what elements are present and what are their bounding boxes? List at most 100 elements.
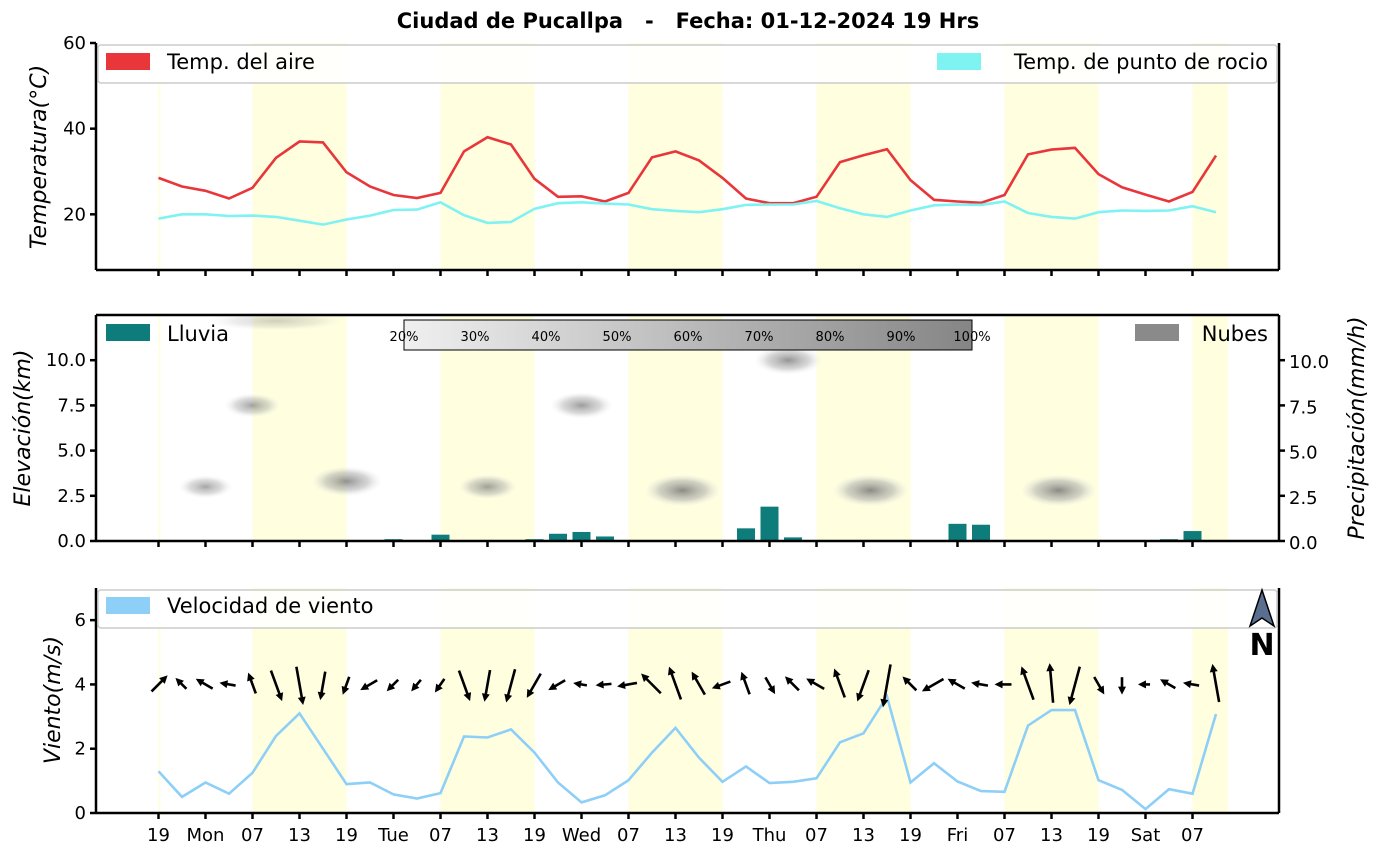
legend-swatch-rain [106, 324, 150, 341]
colorbar-label: 50% [603, 330, 632, 345]
y-tick-label-right: 0.0 [1289, 533, 1318, 554]
rain-bar [431, 534, 450, 541]
y-axis-label-wind: Viento(m/s) [41, 636, 66, 764]
daylight-band [1004, 315, 1099, 541]
series-lines [157, 135, 1218, 811]
wind-arrow-head [504, 693, 513, 703]
legend-swatch-wind [106, 597, 150, 614]
wind-arrow-head [691, 671, 700, 681]
legend-label-wind: Velocidad de viento [167, 594, 373, 618]
wind-arrow-shaft [1211, 666, 1221, 703]
cloud-patch [224, 393, 281, 418]
x-tick-label: 19 [899, 825, 922, 846]
wind-arrow-shaft [1021, 668, 1035, 701]
wind-arrow-head [740, 671, 748, 681]
wind-arrow-head [806, 678, 816, 686]
legend-box [97, 589, 1278, 629]
wind-arrow-head [386, 682, 396, 692]
x-tick-label: 19 [147, 825, 170, 846]
colorbar-label: 30% [461, 330, 490, 345]
rain-bar [596, 536, 614, 541]
wind-arrow-head [481, 693, 490, 702]
wind-arrow-head [947, 678, 957, 687]
wind-arrow-head [1182, 680, 1192, 689]
y-tick-label: 2 [75, 739, 86, 760]
x-tick-label: 07 [429, 825, 452, 846]
wind-arrow-head [175, 677, 184, 687]
x-tick-label: 07 [805, 825, 828, 846]
north-arrow-icon [1248, 587, 1276, 628]
cloud-layer [178, 311, 1098, 507]
wind-arrow-head [247, 672, 255, 682]
y-tick-label: 7.5 [57, 395, 86, 416]
y-tick-label-right: 5.0 [1289, 443, 1318, 464]
cloud-patch [1019, 473, 1098, 507]
air-temp-line [158, 135, 1218, 205]
wind-arrow-head [434, 683, 443, 693]
colorbar-label: 40% [532, 330, 561, 345]
y-tick-label: 2.5 [57, 486, 86, 507]
x-tick-label: 07 [1181, 825, 1204, 846]
daylight-band [158, 43, 161, 270]
y-tick-label: 0.0 [57, 531, 86, 552]
legend-swatch-air-temp [106, 53, 150, 70]
wind-arrows [150, 663, 1221, 708]
wind-arrow-head [994, 680, 1003, 689]
y-tick-label: 4 [75, 674, 86, 695]
rain-bar [972, 524, 990, 541]
x-tick-label: 19 [1087, 825, 1110, 846]
wind-arrow-head [784, 676, 794, 685]
rain-bar [1183, 531, 1202, 541]
wind-arrow-head [297, 696, 306, 706]
wind-arrow-head [641, 673, 650, 682]
legend-label-rain: Lluvia [167, 322, 229, 346]
wind-arrow-head [971, 680, 980, 689]
wind-arrow-head [219, 680, 229, 689]
wind-arrow-head [880, 698, 889, 708]
daylight-band [158, 315, 161, 541]
cloud-patch [643, 473, 722, 507]
wind-arrow-head [360, 682, 370, 691]
wind-arrow-head [1067, 696, 1076, 706]
wind-arrow-head [195, 678, 205, 687]
y-tick-label: 40 [63, 119, 86, 140]
wind-arrow-shaft [1048, 665, 1055, 703]
wind-arrow-head [411, 682, 420, 692]
legends: Temp. del aire Temp. de punto de rocio Llu… [97, 44, 1278, 663]
x-tick-label: 07 [993, 825, 1016, 846]
wind-arrow-head [767, 685, 776, 695]
wind-arrow-head [902, 676, 912, 685]
wind-arrow-head [159, 675, 168, 684]
y-tick-label-right: 2.5 [1289, 488, 1318, 509]
x-tick-label: 07 [241, 825, 264, 846]
x-tick-label: 13 [1040, 825, 1063, 846]
x-tick-label: 19 [711, 825, 734, 846]
y-tick-label: 6 [75, 610, 86, 631]
legend-label-air-temp: Temp. del aire [166, 50, 315, 74]
x-tick-label: 19 [335, 825, 358, 846]
wind-arrow-head [317, 691, 326, 701]
wind-arrow-head [1209, 663, 1218, 673]
cloud-patch [310, 466, 383, 497]
x-tick-label: 13 [288, 825, 311, 846]
x-tick-label: Thu [752, 825, 787, 846]
rain-bar [784, 537, 802, 541]
cloud-colorbar [403, 319, 973, 351]
daylight-band [158, 588, 161, 813]
legend-label-clouds: Nubes [1202, 322, 1268, 346]
wind-arrow-head [833, 668, 841, 678]
x-tick-label: Mon [187, 825, 225, 846]
x-tick-label: Tue [377, 825, 409, 846]
cloud-patch [831, 473, 910, 507]
y-tick-label-right: 10.0 [1289, 352, 1329, 373]
y-axis-label-temperature: Temperatura(°C) [27, 65, 52, 249]
wind-arrow-head [1046, 663, 1055, 672]
colorbar-label: 60% [674, 330, 703, 345]
y-tick-label: 60 [63, 33, 86, 54]
cloud-patch [457, 473, 518, 500]
y-tick-label: 0 [75, 803, 86, 824]
north-label: N [1249, 628, 1274, 663]
y-tick-label-right: 7.5 [1289, 397, 1318, 418]
wind-arrow-shaft [1068, 666, 1082, 703]
